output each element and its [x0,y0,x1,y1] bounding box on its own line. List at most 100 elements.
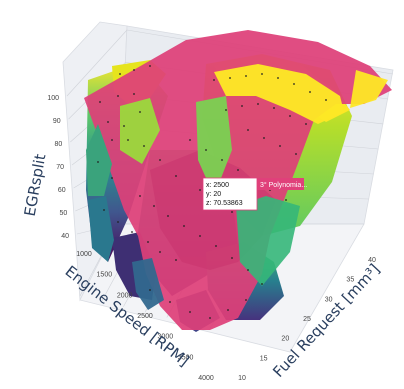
z-tick-label: 100 [47,95,59,102]
z-axis-title: EGRsplit [21,152,50,217]
measurement-point [245,75,247,77]
y-tick-label: 40 [368,257,376,264]
measurement-point [227,309,229,311]
hover-y: y: 20 [206,191,221,198]
measurement-point [279,145,281,147]
y-tick-label: 25 [303,316,311,323]
x-tick-label: 3500 [178,354,194,361]
measurement-point [305,123,307,125]
hover-tooltip: x: 2500 y: 20 z: 70.53863 3° Polynomia..… [202,177,307,211]
measurement-point [213,79,215,81]
measurement-point [107,121,109,123]
hover-box [202,177,258,211]
measurement-point [241,105,243,107]
measured-over-left-column [88,196,114,262]
measurement-point [127,139,129,141]
hover-z: z: 70.53863 [206,200,243,207]
measurement-point [159,159,161,161]
x-tick-label: 4000 [198,375,214,382]
y-tick-label: 35 [346,277,354,284]
measurement-point [247,269,249,271]
y-tick-label: 15 [260,355,268,362]
measurement-point [245,299,247,301]
z-tick-label: 40 [61,233,69,240]
z-tick-label: 90 [53,118,61,125]
measurement-point [103,209,105,211]
measurement-point [133,93,135,95]
measurement-point [263,137,265,139]
x-tick-label: 2000 [117,292,133,299]
measured-over-bottom [132,258,164,310]
measured-over-right-mid [196,96,232,196]
measurement-point [199,189,201,191]
x-tick-label: 1000 [76,251,92,258]
measurement-point [117,221,119,223]
measurement-point [215,245,217,247]
x-tick-label: 2500 [137,313,153,320]
measured-over-right-lower [236,196,300,286]
measurement-point [167,215,169,217]
measurement-point [169,301,171,303]
measurement-point [143,145,145,147]
measurement-point [257,103,259,105]
measurement-point [119,73,121,75]
hover-x: x: 2500 [206,182,229,189]
measurement-point [149,289,151,291]
measurement-point [133,69,135,71]
measurement-point [295,153,297,155]
measurement-point [153,205,155,207]
measurement-point [111,139,113,141]
measurement-point [247,129,249,131]
measurement-point [289,115,291,117]
measurement-point [139,195,141,197]
measurement-point [293,83,295,85]
x-axis-ticks: 1000 1500 2000 2500 3000 3500 4000 [76,251,214,382]
measurement-point [229,77,231,79]
z-axis-ticks: 40 50 60 70 80 90 100 [47,95,69,240]
measurement-point [189,139,191,141]
measured-over-top-right-edge [350,70,388,108]
measurement-point [277,77,279,79]
measured-over-right-upper [214,64,344,124]
measurement-point [147,241,149,243]
measurement-point [99,101,101,103]
measurement-point [209,317,211,319]
measurement-point [221,159,223,161]
z-tick-label: 50 [60,210,68,217]
measurement-point [261,73,263,75]
measured-over-left-upper [86,124,112,196]
measured-over-center-upper [120,98,160,164]
measurement-point [175,259,177,261]
measurement-point [149,65,151,67]
measurement-point [261,283,263,285]
measurement-point [97,161,99,163]
measurement-point [117,95,119,97]
measurement-point [285,199,287,201]
measurement-point [231,211,233,213]
x-tick-label: 3000 [158,334,174,341]
measurement-point [131,231,133,233]
measurement-point [237,169,239,171]
measurement-point [175,175,177,177]
measurement-point [273,107,275,109]
y-tick-label: 30 [325,296,333,303]
measurement-point [159,251,161,253]
measurement-point [325,99,327,101]
measurement-point [205,149,207,151]
measurement-point [183,225,185,227]
hover-trace-name: 3° Polynomia... [260,181,307,189]
y-tick-label: 10 [238,375,246,382]
y-tick-label: 20 [281,336,289,343]
hover-trace-box [257,178,304,190]
measurement-point [225,109,227,111]
measurement-point [231,257,233,259]
z-tick-label: 60 [58,187,66,194]
measurement-point [111,177,113,179]
x-tick-label: 1500 [97,272,113,279]
z-tick-label: 80 [55,141,63,148]
y-axis-ticks: 10 15 20 25 30 35 40 [238,257,376,382]
measurement-point [199,235,201,237]
measurement-point [309,91,311,93]
z-tick-label: 70 [56,164,64,171]
